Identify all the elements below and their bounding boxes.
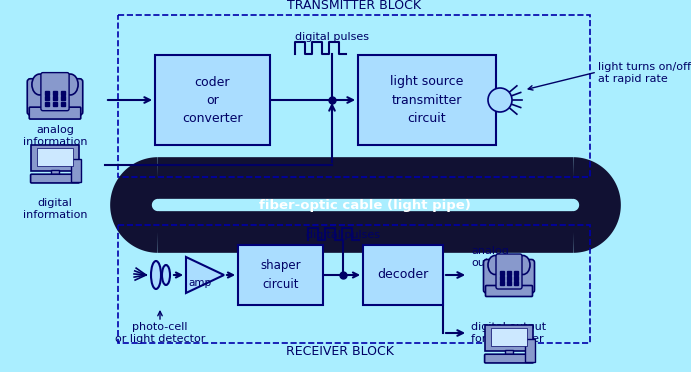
Bar [118,15,590,177]
Ellipse shape [516,256,530,275]
Text: shaper
circuit: shaper circuit [261,260,301,291]
Text: digital
information: digital information [23,198,87,219]
Bar [51,170,59,175]
Text: photo-cell
or light detector: photo-cell or light detector [115,322,205,344]
Bar [238,245,323,305]
Ellipse shape [162,265,170,285]
FancyBboxPatch shape [496,254,522,289]
Text: light turns on/off
at rapid rate: light turns on/off at rapid rate [598,62,691,84]
FancyBboxPatch shape [27,79,83,115]
Ellipse shape [63,74,78,95]
Polygon shape [186,257,224,293]
Text: digital output
for computer: digital output for computer [471,322,546,344]
Bar [37,148,73,166]
Bar [491,328,527,346]
Circle shape [488,88,512,112]
Text: amp: amp [189,278,211,288]
Bar [70,159,81,182]
Text: light source
transmitter
circuit: light source transmitter circuit [390,76,464,125]
FancyBboxPatch shape [29,107,81,119]
Bar [363,245,443,305]
Ellipse shape [32,74,47,95]
Ellipse shape [151,261,161,289]
FancyBboxPatch shape [30,174,79,183]
Text: fiber-optic cable (light pipe): fiber-optic cable (light pipe) [259,199,471,212]
Text: RECEIVER BLOCK: RECEIVER BLOCK [286,345,394,358]
Bar [118,225,590,343]
Text: analog
output: analog output [471,246,509,268]
Text: digital pulses: digital pulses [295,32,369,42]
FancyBboxPatch shape [484,324,533,351]
FancyBboxPatch shape [41,73,69,111]
Ellipse shape [488,256,502,275]
Text: coder
or
converter: coder or converter [182,76,243,125]
Text: TRANSMITTER BLOCK: TRANSMITTER BLOCK [287,0,421,12]
Bar [505,350,513,355]
FancyBboxPatch shape [30,144,79,171]
FancyBboxPatch shape [486,285,533,296]
Text: analog
information: analog information [23,125,87,147]
Bar [358,55,496,145]
Bar [524,339,535,362]
Text: decoder: decoder [377,269,428,282]
Text: digital pulses: digital pulses [306,230,380,240]
Bar [155,55,270,145]
FancyBboxPatch shape [484,260,535,293]
FancyBboxPatch shape [484,354,533,363]
